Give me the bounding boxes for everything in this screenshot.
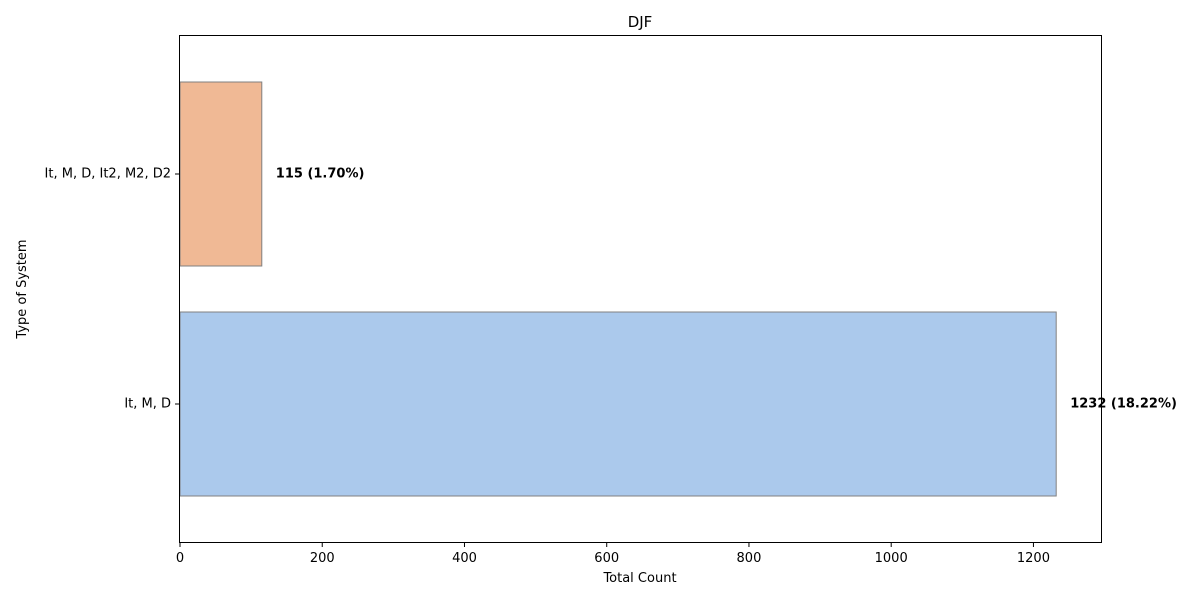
x-axis-label: Total Count — [602, 571, 676, 586]
y-tick-label-1: It, M, D, It2, M2, D2 — [45, 167, 171, 182]
x-tick-label-6: 1200 — [1017, 551, 1050, 566]
x-tick-label-1: 200 — [310, 551, 335, 566]
data-label-1: 115 (1.70%) — [276, 167, 365, 182]
plot-frame — [179, 35, 1102, 543]
bar-0 — [179, 311, 1057, 497]
bar-1 — [179, 81, 263, 267]
data-label-0: 1232 (18.22%) — [1070, 397, 1177, 412]
x-axis-ticks: 0 200 400 600 800 1000 1200 — [176, 542, 1050, 566]
x-tick-label-2: 400 — [452, 551, 477, 566]
y-tick-label-0: It, M, D — [124, 397, 171, 412]
x-tick-label-5: 1000 — [875, 551, 908, 566]
x-tick-label-4: 800 — [737, 551, 762, 566]
bars-layer — [179, 81, 1057, 497]
y-axis-ticks: It, M, D It, M, D, It2, M2, D2 — [45, 167, 180, 412]
data-labels-layer: 1232 (18.22%) 115 (1.70%) — [276, 167, 1177, 412]
y-axis-label: Type of System — [15, 239, 30, 339]
x-tick-label-3: 600 — [594, 551, 619, 566]
chart-title: DJF — [628, 13, 653, 31]
x-tick-label-0: 0 — [176, 551, 184, 566]
